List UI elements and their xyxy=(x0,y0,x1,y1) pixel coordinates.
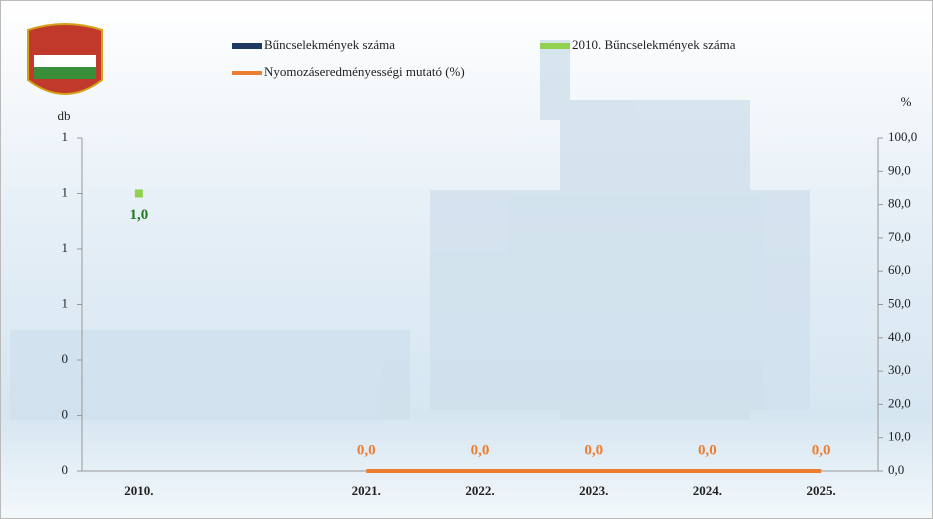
legend-swatch xyxy=(232,43,262,49)
y2-tick-label: 10,0 xyxy=(888,429,911,444)
y-tick-label: 0 xyxy=(62,406,69,421)
y2-tick-label: 50,0 xyxy=(888,295,911,310)
y-tick-label: 0 xyxy=(62,351,69,366)
y-tick-label: 1 xyxy=(62,240,69,255)
x-tick-label: 2025. xyxy=(807,483,836,498)
y-tick-label: 1 xyxy=(62,184,69,199)
legend-label: Bűncselekmények száma xyxy=(264,37,395,52)
x-tick-label: 2021. xyxy=(352,483,381,498)
point xyxy=(134,189,143,198)
y-axis-title: db xyxy=(58,108,71,123)
y2-tick-label: 70,0 xyxy=(888,229,911,244)
legend-label: Nyomozáseredményességi mutató (%) xyxy=(264,64,465,79)
legend-swatch xyxy=(540,43,570,49)
building xyxy=(10,40,810,420)
y2-tick-label: 20,0 xyxy=(888,395,911,410)
x-tick-label: 2022. xyxy=(465,483,494,498)
y2-axis-title: % xyxy=(901,94,912,109)
y2-tick-label: 100,0 xyxy=(888,129,917,144)
x-tick-label: 2024. xyxy=(693,483,722,498)
x-tick-label: 2023. xyxy=(579,483,608,498)
y2-tick-label: 30,0 xyxy=(888,362,911,377)
y2-tick-label: 40,0 xyxy=(888,329,911,344)
y-tick-label: 0 xyxy=(62,462,69,477)
y-tick-label: 1 xyxy=(62,129,69,144)
y2-tick-label: 80,0 xyxy=(888,196,911,211)
y2-tick-label: 60,0 xyxy=(888,262,911,277)
police-logo xyxy=(27,23,103,95)
data-label: 0,0 xyxy=(584,442,603,458)
data-label: 1,0 xyxy=(129,207,148,223)
data-label: 0,0 xyxy=(357,442,376,458)
legend-label: 2010. Bűncselekmények száma xyxy=(572,37,736,52)
y2-tick-label: 90,0 xyxy=(888,162,911,177)
y2-tick-label: 0,0 xyxy=(888,462,904,477)
data-label: 0,0 xyxy=(471,442,490,458)
data-label: 0,0 xyxy=(698,442,717,458)
y-tick-label: 1 xyxy=(62,295,69,310)
data-label: 0,0 xyxy=(812,442,831,458)
x-tick-label: 2010. xyxy=(124,483,153,498)
